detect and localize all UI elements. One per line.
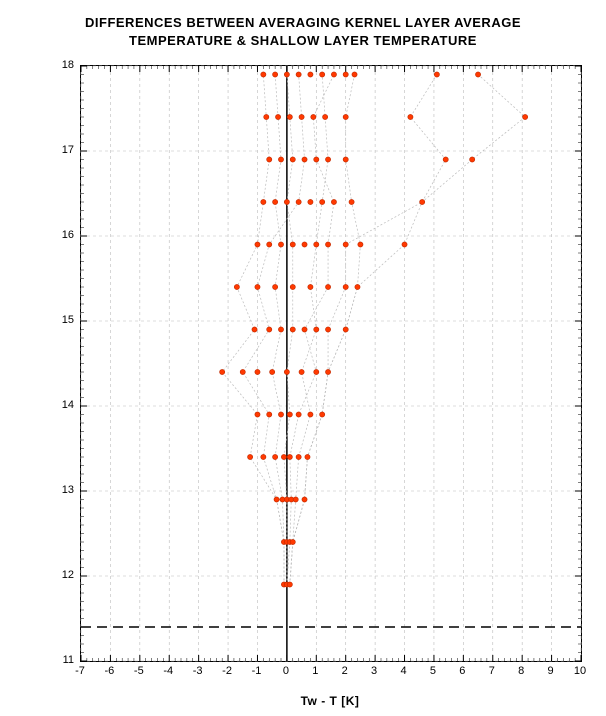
- x-tick: -5: [134, 665, 144, 677]
- x-tick: 0: [283, 665, 289, 677]
- chart-container: DIFFERENCES BETWEEN AVERAGING KERNEL LAY…: [0, 0, 606, 716]
- plot-area: [80, 65, 582, 662]
- y-tick: 12: [50, 569, 74, 581]
- x-tick: 3: [371, 665, 377, 677]
- x-tick: 2: [342, 665, 348, 677]
- x-tick: 6: [459, 665, 465, 677]
- x-tick: 8: [518, 665, 524, 677]
- x-tick: 4: [400, 665, 406, 677]
- x-axis-label: Tw - T [K]: [80, 694, 580, 708]
- x-tick: -4: [163, 665, 173, 677]
- x-tick: -2: [222, 665, 232, 677]
- y-tick: 15: [50, 314, 74, 326]
- plot-svg: [81, 66, 581, 661]
- x-tick: 7: [489, 665, 495, 677]
- y-tick: 18: [50, 59, 74, 71]
- x-tick: -7: [75, 665, 85, 677]
- y-tick: 17: [50, 144, 74, 156]
- x-tick: -3: [193, 665, 203, 677]
- y-tick: 13: [50, 484, 74, 496]
- x-tick: -1: [252, 665, 262, 677]
- chart-title: DIFFERENCES BETWEEN AVERAGING KERNEL LAY…: [0, 14, 606, 49]
- x-tick: 1: [312, 665, 318, 677]
- x-tick: 5: [430, 665, 436, 677]
- x-tick: 9: [548, 665, 554, 677]
- y-tick: 11: [50, 654, 74, 666]
- title-line1: DIFFERENCES BETWEEN AVERAGING KERNEL LAY…: [85, 15, 521, 30]
- y-tick: 16: [50, 229, 74, 241]
- title-line2: TEMPERATURE & SHALLOW LAYER TEMPERATURE: [129, 33, 477, 48]
- x-tick: 10: [574, 665, 586, 677]
- y-tick: 14: [50, 399, 74, 411]
- x-tick: -6: [105, 665, 115, 677]
